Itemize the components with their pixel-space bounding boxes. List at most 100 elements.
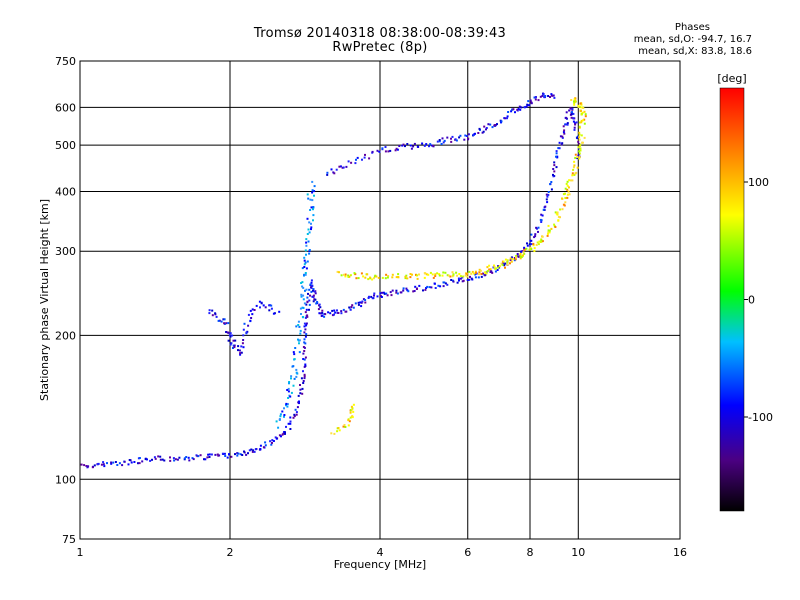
- x-mode-point: [559, 208, 562, 211]
- o-mode-point: [459, 277, 462, 280]
- o-mode-point: [102, 463, 105, 466]
- o-mode-point: [287, 422, 290, 425]
- o-mode-point: [525, 105, 528, 108]
- o-mode-point: [169, 456, 171, 459]
- o-mode-point: [537, 230, 539, 233]
- o-mode-point: [324, 313, 327, 316]
- o-mode-point: [214, 453, 217, 456]
- x-mode-point: [578, 150, 581, 153]
- o-mode-point: [362, 298, 365, 301]
- x-mode-point: [498, 265, 501, 268]
- o-mode-point: [295, 375, 298, 378]
- o-mode-point: [451, 135, 454, 138]
- x-mode-point: [553, 223, 556, 226]
- x-mode-point: [578, 136, 581, 139]
- o-mode-point: [540, 221, 543, 223]
- o-mode-point: [217, 319, 220, 322]
- o-mode-point: [373, 292, 376, 295]
- o-mode-point: [459, 134, 462, 137]
- o-mode-point: [141, 460, 144, 463]
- o-mode-point: [283, 407, 285, 410]
- o-mode-point: [570, 113, 573, 116]
- o-mode-point: [553, 96, 556, 99]
- x-mode-point: [347, 274, 350, 277]
- o-mode-point: [289, 395, 292, 398]
- o-mode-point: [304, 289, 306, 292]
- o-mode-point: [310, 290, 313, 293]
- o-mode-point: [311, 180, 314, 183]
- o-mode-point: [312, 208, 314, 211]
- o-mode-point: [289, 416, 292, 419]
- o-mode-point: [249, 319, 252, 322]
- o-mode-point: [450, 279, 453, 281]
- o-mode-point: [280, 435, 282, 438]
- o-mode-point: [305, 253, 307, 256]
- x-mode-point: [336, 270, 339, 273]
- o-mode-point: [437, 284, 440, 287]
- o-mode-point: [376, 149, 379, 152]
- o-mode-point: [326, 171, 329, 174]
- o-mode-point: [361, 158, 363, 161]
- x-mode-point: [562, 193, 565, 196]
- o-mode-point: [304, 356, 307, 359]
- o-mode-point: [313, 194, 315, 197]
- o-mode-point: [572, 117, 575, 120]
- x-mode-point: [416, 274, 418, 277]
- x-mode-point: [533, 250, 536, 252]
- x-mode-point: [458, 273, 461, 275]
- x-mode-point: [416, 277, 419, 280]
- x-mode-point: [532, 244, 535, 247]
- o-mode-point: [340, 310, 343, 313]
- x-mode-point: [583, 136, 586, 139]
- x-mode-point: [349, 411, 352, 414]
- phases-stats-o: mean, sd,O: -94.7, 16.7: [633, 34, 752, 45]
- o-mode-point: [550, 181, 553, 183]
- o-mode-point: [572, 120, 575, 123]
- o-mode-point: [306, 314, 309, 317]
- x-mode-point: [578, 121, 581, 124]
- o-mode-point: [491, 271, 494, 274]
- o-mode-point: [293, 353, 296, 356]
- o-mode-point: [112, 461, 115, 464]
- x-mode-point: [347, 419, 350, 422]
- o-mode-point: [552, 173, 554, 176]
- o-mode-point: [80, 463, 83, 466]
- o-mode-point: [330, 168, 333, 171]
- o-mode-point: [444, 282, 447, 285]
- o-mode-point: [566, 122, 569, 125]
- o-mode-point: [293, 377, 296, 380]
- o-mode-point: [87, 465, 90, 468]
- x-mode-point: [578, 145, 581, 147]
- y-tick-label: 600: [55, 101, 76, 114]
- x-tick-label: 1: [77, 546, 84, 559]
- o-mode-point: [183, 457, 186, 460]
- x-mode-point: [350, 409, 352, 412]
- o-mode-point: [106, 462, 108, 465]
- o-mode-point: [569, 107, 572, 110]
- o-mode-point: [304, 261, 307, 264]
- o-mode-point: [529, 239, 532, 242]
- x-mode-point: [579, 143, 582, 146]
- o-mode-point: [350, 161, 353, 164]
- o-mode-point: [121, 464, 124, 467]
- x-mode-point: [371, 278, 374, 281]
- x-mode-point: [348, 420, 351, 423]
- o-mode-point: [85, 465, 88, 467]
- o-mode-point: [307, 197, 310, 200]
- o-mode-point: [305, 288, 308, 291]
- x-mode-point: [409, 273, 412, 275]
- x-mode-point: [579, 109, 582, 112]
- o-mode-point: [356, 156, 359, 159]
- x-mode-point: [581, 111, 584, 114]
- x-mode-point: [429, 271, 432, 274]
- o-mode-point: [298, 351, 301, 354]
- x-mode-point: [566, 180, 569, 183]
- o-mode-point: [381, 147, 384, 150]
- o-mode-point: [133, 461, 136, 463]
- x-tick-label: 6: [464, 546, 471, 559]
- o-mode-point: [300, 293, 303, 296]
- o-mode-point: [204, 458, 207, 461]
- o-mode-point: [391, 289, 394, 292]
- o-mode-point: [297, 320, 300, 323]
- o-mode-point: [303, 273, 306, 276]
